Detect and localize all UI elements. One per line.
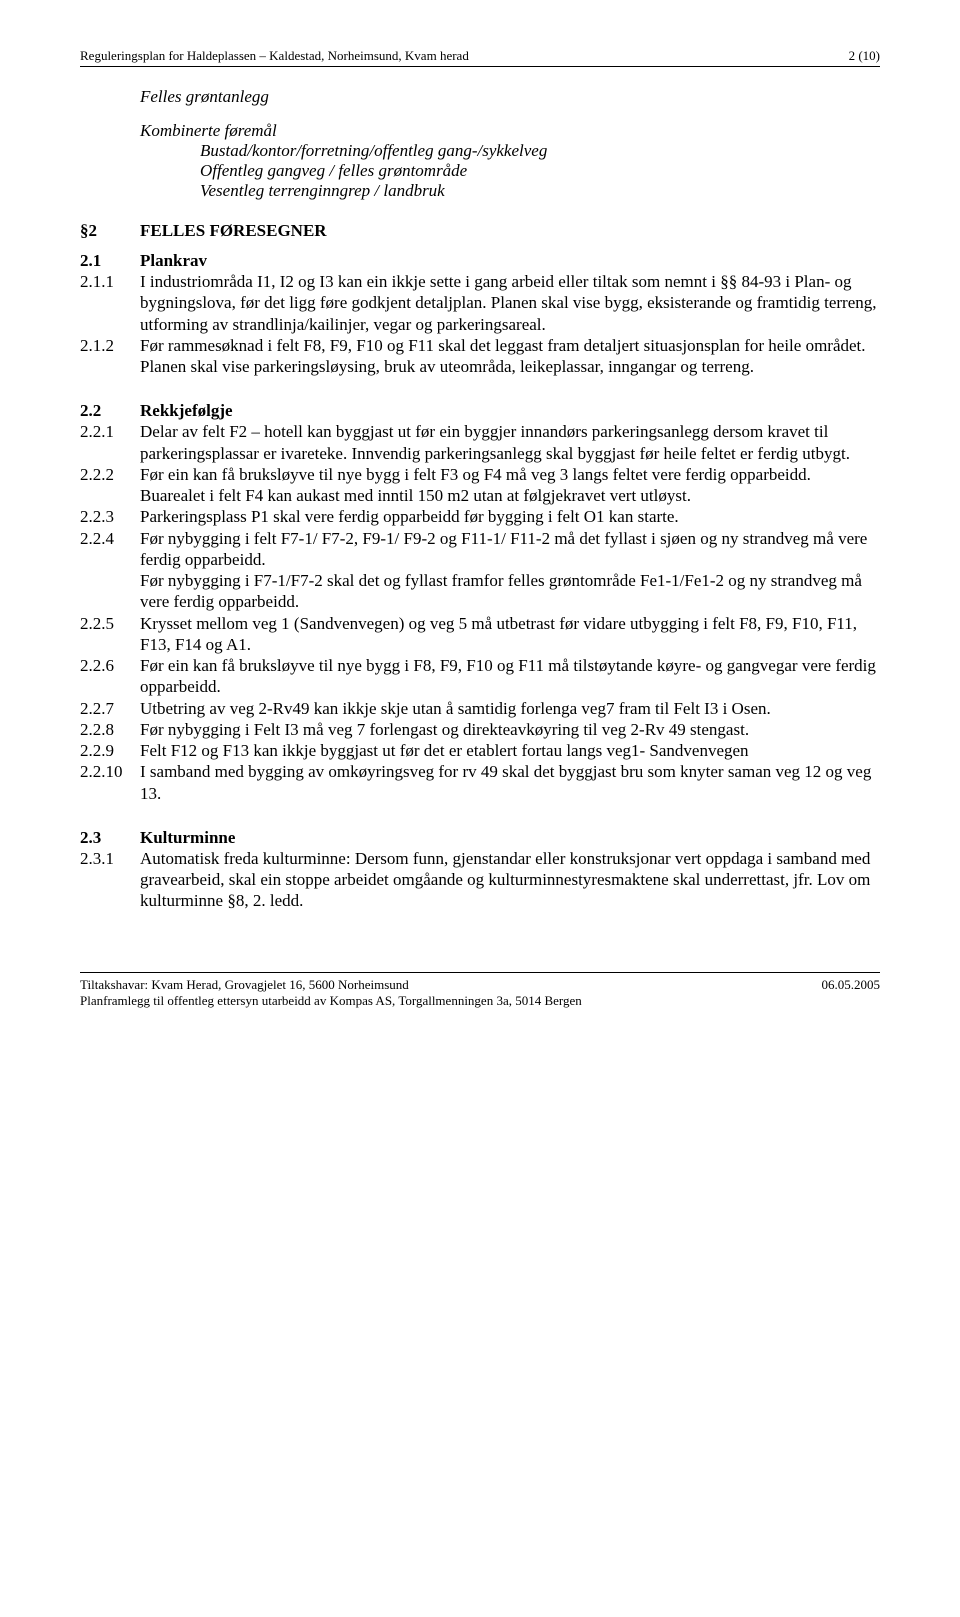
clause-number: 2.2.10 (80, 761, 140, 804)
intro-line-1: Bustad/kontor/forretning/offentleg gang-… (200, 141, 880, 161)
clause-number: 2.2.9 (80, 740, 140, 761)
clause-number: 2.1.2 (80, 335, 140, 378)
clause-number: 2.2.3 (80, 506, 140, 527)
clause-2-1-2: 2.1.2 Før rammesøknad i felt F8, F9, F10… (80, 335, 880, 378)
section-2-heading: §2 FELLES FØRESEGNER (80, 221, 880, 241)
clause-number: 2.2.4 (80, 528, 140, 571)
clause-2-3-1: 2.3.1 Automatisk freda kulturminne: Ders… (80, 848, 880, 912)
clause-2-2-5: 2.2.5 Krysset mellom veg 1 (Sandvenvegen… (80, 613, 880, 656)
clause-text: Parkeringsplass P1 skal vere ferdig oppa… (140, 506, 880, 527)
clause-number: 2.1.1 (80, 271, 140, 335)
clause-text: Automatisk freda kulturminne: Dersom fun… (140, 848, 880, 912)
document-page: Reguleringsplan for Haldeplassen – Kalde… (0, 0, 960, 1057)
clause-number: 2.2.5 (80, 613, 140, 656)
footer-line-2: Planframlegg til offentleg ettersyn utar… (80, 993, 582, 1009)
subsection-2-1-heading: 2.1 Plankrav (80, 251, 880, 271)
clause-2-2-7: 2.2.7 Utbetring av veg 2-Rv49 kan ikkje … (80, 698, 880, 719)
intro-block: Felles grøntanlegg Kombinerte føremål Bu… (140, 87, 880, 201)
clause-2-1-1: 2.1.1 I industriområda I1, I2 og I3 kan … (80, 271, 880, 335)
sub-title: Kulturminne (140, 828, 235, 848)
sub-number: 2.2 (80, 401, 140, 421)
clause-text: Før ein kan få bruksløyve til nye bygg i… (140, 655, 880, 698)
clause-text: Delar av felt F2 – hotell kan byggjast u… (140, 421, 880, 464)
intro-subtitle: Kombinerte føremål (140, 121, 880, 141)
clause-text: Felt F12 og F13 kan ikkje byggjast ut fø… (140, 740, 880, 761)
clause-2-2-3: 2.2.3 Parkeringsplass P1 skal vere ferdi… (80, 506, 880, 527)
clause-text: I samband med bygging av omkøyringsveg f… (140, 761, 880, 804)
intro-line-3: Vesentleg terrenginngrep / landbruk (200, 181, 880, 201)
sub-title: Plankrav (140, 251, 207, 271)
clause-text: Før ein kan få bruksløyve til nye bygg i… (140, 464, 880, 507)
clause-text: Før nybygging i felt F7-1/ F7-2, F9-1/ F… (140, 528, 880, 571)
section-title: FELLES FØRESEGNER (140, 221, 327, 241)
footer-left: Tiltakshavar: Kvam Herad, Grovagjelet 16… (80, 977, 582, 1009)
clause-text: I industriområda I1, I2 og I3 kan ein ik… (140, 271, 880, 335)
clause-2-2-6: 2.2.6 Før ein kan få bruksløyve til nye … (80, 655, 880, 698)
sub-number: 2.1 (80, 251, 140, 271)
section-number: §2 (80, 221, 140, 241)
clause-number: 2.2.6 (80, 655, 140, 698)
clause-2-2-2: 2.2.2 Før ein kan få bruksløyve til nye … (80, 464, 880, 507)
clause-number: 2.2.8 (80, 719, 140, 740)
subsection-2-2-heading: 2.2 Rekkjefølgje (80, 401, 880, 421)
clause-2-2-8: 2.2.8 Før nybygging i Felt I3 må veg 7 f… (80, 719, 880, 740)
intro-line-2: Offentleg gangveg / felles grøntområde (200, 161, 880, 181)
clause-text: Krysset mellom veg 1 (Sandvenvegen) og v… (140, 613, 880, 656)
clause-number: 2.2.1 (80, 421, 140, 464)
page-footer: Tiltakshavar: Kvam Herad, Grovagjelet 16… (80, 972, 880, 1009)
page-header: Reguleringsplan for Haldeplassen – Kalde… (80, 48, 880, 67)
clause-number: 2.2.2 (80, 464, 140, 507)
clause-number: 2.2.7 (80, 698, 140, 719)
clause-2-2-4-cont: Før nybygging i F7-1/F7-2 skal det og fy… (140, 570, 880, 613)
footer-line-1: Tiltakshavar: Kvam Herad, Grovagjelet 16… (80, 977, 582, 993)
header-title: Reguleringsplan for Haldeplassen – Kalde… (80, 48, 469, 64)
clause-text: Utbetring av veg 2-Rv49 kan ikkje skje u… (140, 698, 880, 719)
sub-number: 2.3 (80, 828, 140, 848)
clause-2-2-4: 2.2.4 Før nybygging i felt F7-1/ F7-2, F… (80, 528, 880, 571)
subsection-2-3-heading: 2.3 Kulturminne (80, 828, 880, 848)
intro-title: Felles grøntanlegg (140, 87, 880, 107)
clause-2-2-1: 2.2.1 Delar av felt F2 – hotell kan bygg… (80, 421, 880, 464)
footer-date: 06.05.2005 (822, 977, 881, 1009)
clause-text: Før rammesøknad i felt F8, F9, F10 og F1… (140, 335, 880, 378)
clause-text: Før nybygging i Felt I3 må veg 7 forleng… (140, 719, 880, 740)
sub-title: Rekkjefølgje (140, 401, 233, 421)
clause-number: 2.3.1 (80, 848, 140, 912)
clause-2-2-9: 2.2.9 Felt F12 og F13 kan ikkje byggjast… (80, 740, 880, 761)
clause-2-2-10: 2.2.10 I samband med bygging av omkøyrin… (80, 761, 880, 804)
header-page-number: 2 (10) (849, 48, 880, 64)
